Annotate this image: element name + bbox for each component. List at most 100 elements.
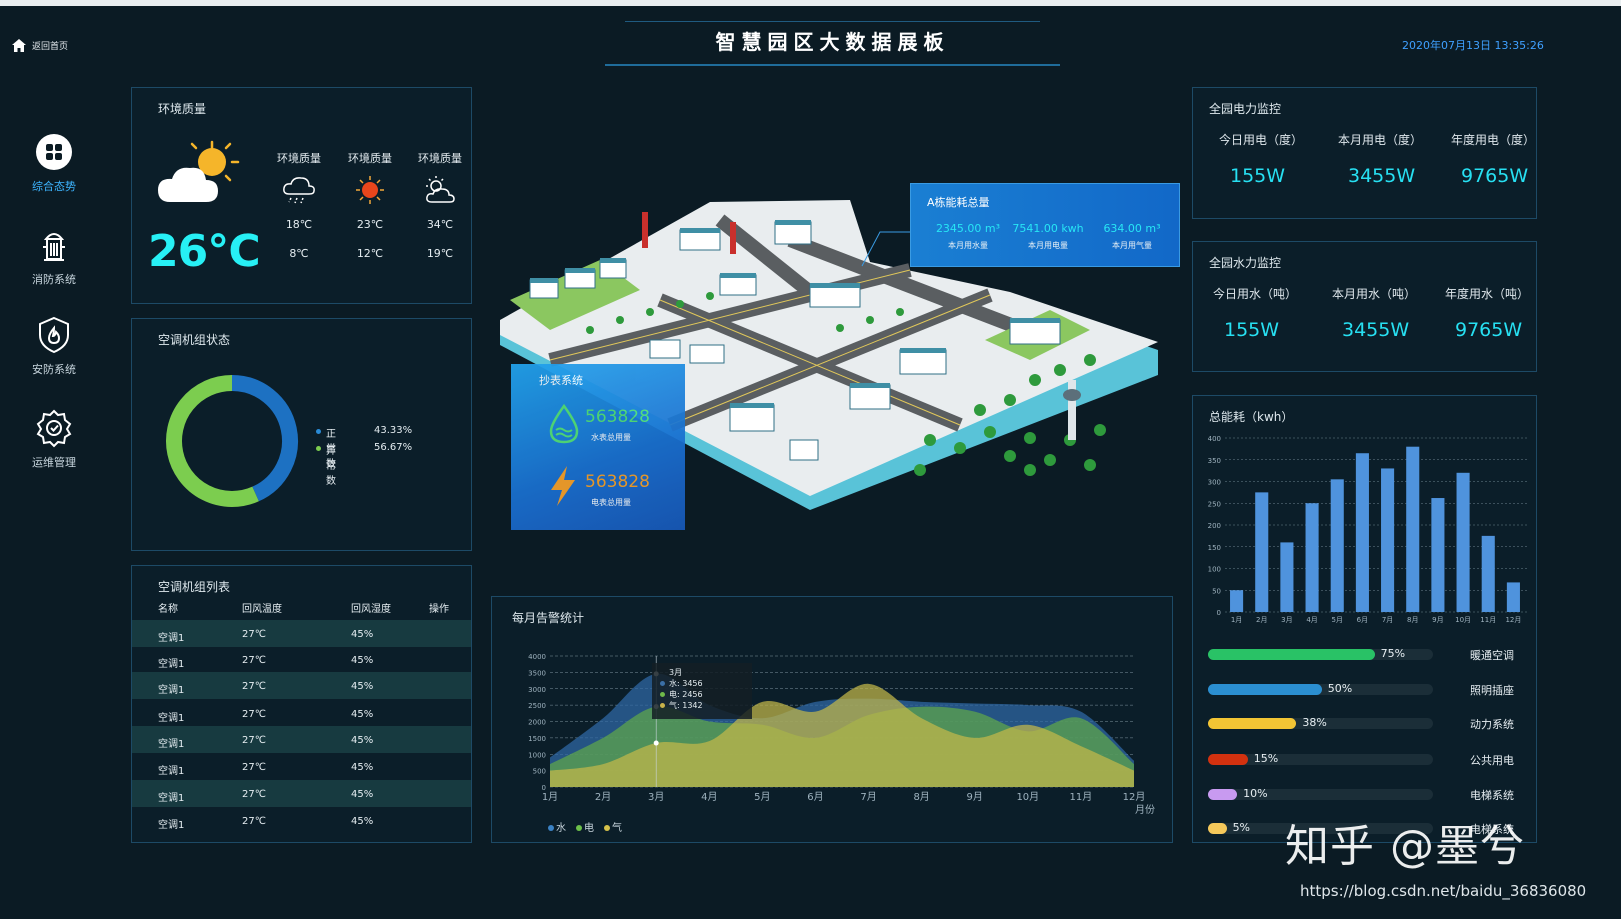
tooltip: 3月 水: 3456 电: 2456 气: 1342 bbox=[652, 663, 752, 719]
progress-name: 电梯系统 bbox=[1470, 789, 1514, 802]
panel-title: 总能耗（kwh） bbox=[1209, 410, 1294, 424]
x-tick-label: 1月 bbox=[1231, 616, 1242, 624]
rain-cloud-icon bbox=[283, 177, 315, 204]
progress-name: 公共用电 bbox=[1470, 754, 1514, 767]
shield-icon bbox=[34, 315, 74, 355]
x-tick-label: 12月 bbox=[1123, 791, 1146, 803]
back-home-link[interactable]: 返回首页 bbox=[12, 36, 68, 54]
forecast-high: 23℃ bbox=[356, 218, 384, 231]
tooltip-title: 3月 bbox=[669, 668, 683, 677]
progress-fill bbox=[1208, 684, 1322, 695]
forecast-high: 34℃ bbox=[426, 218, 454, 231]
x-tick-label: 8月 bbox=[913, 791, 929, 803]
area-legend[interactable]: 水 电 气 bbox=[548, 819, 622, 834]
stat-value: 9765W bbox=[1461, 165, 1529, 187]
tooltip-dot bbox=[660, 692, 665, 697]
progress-name: 暖通空调 bbox=[1470, 649, 1514, 662]
table-row[interactable]: 空调1 27℃ 45% bbox=[132, 753, 471, 780]
table-cell-name: 空调1 bbox=[158, 685, 185, 696]
popup-item: 7541.00 kwh 本月用电量 bbox=[1003, 222, 1093, 251]
table-row[interactable]: 空调1 27℃ 45% bbox=[132, 780, 471, 807]
y-tick-label: 150 bbox=[1208, 544, 1221, 552]
legend-dot bbox=[576, 825, 582, 831]
progress-percent: 50% bbox=[1327, 682, 1353, 695]
tooltip-text: 电: 2456 bbox=[669, 690, 703, 699]
bar[interactable] bbox=[1431, 498, 1445, 612]
legend-item-gas[interactable]: 气 bbox=[604, 819, 622, 834]
y-tick-label: 200 bbox=[1208, 522, 1221, 530]
y-tick-label: 300 bbox=[1208, 479, 1221, 487]
y-tick-label: 3000 bbox=[528, 686, 546, 694]
progress-percent: 75% bbox=[1380, 647, 1406, 660]
bar[interactable] bbox=[1355, 453, 1369, 612]
table-cell-humidity: 45% bbox=[351, 816, 374, 827]
x-tick-label: 8月 bbox=[1407, 616, 1418, 624]
stat-label: 年度用水（吨） bbox=[1445, 287, 1530, 301]
stat-value: 155W bbox=[1224, 319, 1280, 341]
table-cell-name: 空调1 bbox=[158, 820, 185, 831]
progress-percent: 15% bbox=[1253, 752, 1279, 765]
panel-title: 全园电力监控 bbox=[1209, 102, 1282, 116]
donut-slice-abnormal[interactable] bbox=[166, 375, 259, 507]
bar[interactable] bbox=[1230, 590, 1244, 612]
y-tick-label: 0 bbox=[542, 784, 546, 792]
table-cell-temp: 27℃ bbox=[242, 816, 266, 827]
bar[interactable] bbox=[1280, 542, 1294, 612]
progress-fill bbox=[1208, 754, 1248, 765]
back-home-label: 返回首页 bbox=[32, 41, 69, 52]
table-cell-name: 空调1 bbox=[158, 633, 185, 644]
bar[interactable] bbox=[1456, 472, 1470, 612]
table-header: 名称 回风温度 回风湿度 操作 bbox=[132, 600, 471, 620]
progress-track bbox=[1208, 718, 1433, 729]
legend-item-water[interactable]: 水 bbox=[548, 819, 566, 834]
table-cell-temp: 27℃ bbox=[242, 762, 266, 773]
x-tick-label: 5月 bbox=[754, 791, 770, 803]
legend-name: 正常数 bbox=[326, 429, 336, 470]
page-title: 智慧园区大数据展板 bbox=[605, 21, 1060, 66]
panel-title: 全园水力监控 bbox=[1209, 256, 1282, 270]
x-tick-label: 11月 bbox=[1480, 616, 1496, 624]
forecast-day-1: 环境质量 18℃ 8℃ bbox=[270, 150, 328, 260]
nav-item-maintenance[interactable]: 运维管理 bbox=[18, 408, 90, 470]
bar[interactable] bbox=[1330, 479, 1344, 612]
bar[interactable] bbox=[1255, 492, 1269, 612]
bar[interactable] bbox=[1481, 535, 1495, 612]
forecast-label: 环境质量 bbox=[348, 152, 392, 165]
ac-status-panel: 空调机组状态 正常数 43.33% 异常数 56.67% bbox=[131, 318, 472, 551]
bar[interactable] bbox=[1406, 446, 1420, 612]
table-row[interactable]: 空调1 27℃ 45% bbox=[132, 807, 471, 834]
sun-icon bbox=[356, 176, 384, 204]
gear-icon bbox=[34, 408, 74, 448]
bar[interactable] bbox=[1305, 503, 1319, 612]
tooltip-point bbox=[653, 740, 659, 746]
table-row[interactable]: 空调1 27℃ 45% bbox=[132, 620, 471, 647]
donut-slice-normal[interactable] bbox=[231, 375, 298, 502]
bar[interactable] bbox=[1381, 468, 1395, 612]
water-value: 563828 bbox=[585, 407, 650, 427]
top-white-strip bbox=[0, 0, 1621, 6]
x-tick-label: 2月 bbox=[595, 791, 611, 803]
nav-item-overview[interactable]: 综合态势 bbox=[18, 132, 90, 194]
popup-value: 2345.00 m³ bbox=[935, 222, 1001, 235]
area-series-2[interactable] bbox=[550, 683, 1134, 787]
table-row[interactable]: 空调1 27℃ 45% bbox=[132, 672, 471, 699]
table-cell-humidity: 45% bbox=[351, 762, 374, 773]
table-row[interactable]: 空调1 27℃ 45% bbox=[132, 726, 471, 753]
bar[interactable] bbox=[1506, 582, 1520, 612]
column-header: 操作 bbox=[429, 604, 449, 615]
watermark: 知乎 @墨兮 bbox=[1285, 821, 1525, 872]
nav-item-fire[interactable]: 消防系统 bbox=[18, 225, 90, 287]
x-tick-label: 1月 bbox=[542, 791, 558, 803]
alarm-stats-panel: 每月告警统计 0 500 1000 1500 2000 2500 3000 3500 4000 1… bbox=[491, 596, 1173, 843]
table-cell-temp: 27℃ bbox=[242, 735, 266, 746]
nav-item-security[interactable]: 安防系统 bbox=[18, 315, 90, 377]
forecast-label: 环境质量 bbox=[418, 152, 462, 165]
grid-icon bbox=[34, 132, 74, 172]
table-row[interactable]: 空调1 27℃ 45% bbox=[132, 700, 471, 727]
table-row[interactable]: 空调1 27℃ 45% bbox=[132, 646, 471, 673]
power-value: 563828 bbox=[585, 472, 650, 492]
legend-item-power[interactable]: 电 bbox=[576, 819, 594, 834]
progress-name: 电梯系统 bbox=[1470, 823, 1514, 836]
y-tick-label: 2500 bbox=[528, 702, 546, 710]
x-tick-label: 7月 bbox=[860, 791, 876, 803]
